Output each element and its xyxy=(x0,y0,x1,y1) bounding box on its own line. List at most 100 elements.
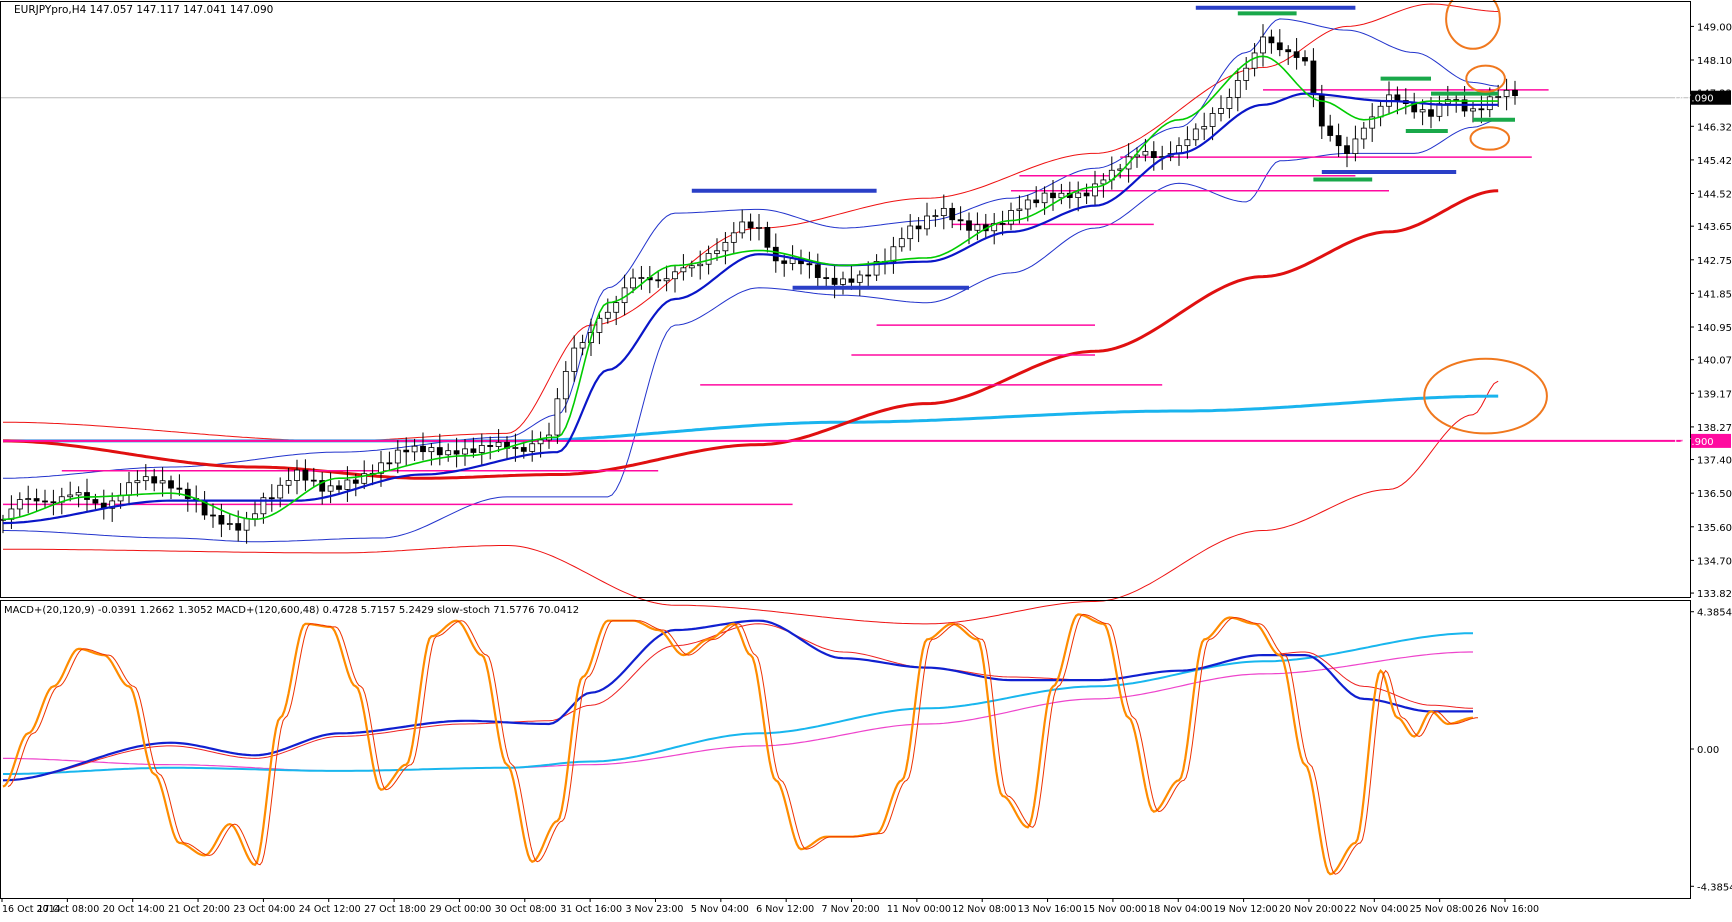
slow-stoch-signal-line xyxy=(7,613,1479,875)
candle-body xyxy=(907,225,914,240)
candle-body xyxy=(529,443,536,452)
candle-body xyxy=(966,220,972,231)
candle-body xyxy=(1083,192,1090,197)
price-tick-label: 141.850 xyxy=(1697,289,1732,300)
candle-body xyxy=(134,480,141,484)
price-tick-label: 133.825 xyxy=(1697,589,1732,600)
candle-body xyxy=(1209,113,1216,127)
candle-body xyxy=(949,207,956,221)
candle-body xyxy=(495,441,502,447)
candle-body xyxy=(159,480,166,484)
candle-body xyxy=(310,479,317,482)
candle-body xyxy=(856,274,863,283)
slow-stoch-main-line xyxy=(2,613,1474,876)
candle-body xyxy=(235,523,242,531)
main-pane-frame xyxy=(0,1,1691,598)
candle-body xyxy=(1428,109,1434,117)
envelope-lower-line xyxy=(3,380,1499,625)
ma-long-red-line xyxy=(3,189,1499,480)
candle-body xyxy=(319,480,326,492)
candle-body xyxy=(1318,94,1325,127)
candle-body xyxy=(714,250,720,254)
candle-body xyxy=(730,232,737,243)
candle-body xyxy=(386,462,393,465)
candle-body xyxy=(168,480,174,489)
candle-body xyxy=(243,518,250,531)
candle-body xyxy=(1293,51,1300,58)
price-tick-label: 140.950 xyxy=(1697,323,1732,334)
candle-body xyxy=(1302,57,1308,62)
indicator-tick-label: 4.3854 xyxy=(1697,608,1732,619)
price-tick-label: 136.500 xyxy=(1697,489,1732,500)
candle-body xyxy=(1226,97,1233,109)
time-tick-label: 30 Oct 08:00 xyxy=(495,904,557,915)
candle-body xyxy=(42,500,48,503)
time-tick-label: 20 Nov 20:00 xyxy=(1279,904,1343,915)
candle-body xyxy=(218,515,225,525)
candle-body xyxy=(436,447,443,456)
candle-body xyxy=(184,488,191,499)
candle-body xyxy=(268,497,275,500)
candle-body xyxy=(176,487,183,490)
price-tick-label: 142.750 xyxy=(1697,256,1732,267)
level-price-box xyxy=(1691,433,1731,448)
candle-body xyxy=(109,500,116,509)
candle-body xyxy=(924,215,930,230)
candle-body xyxy=(1050,192,1056,199)
time-tick-label: 12 Nov 08:00 xyxy=(952,904,1016,915)
candle-body xyxy=(1075,192,1082,198)
candle-body xyxy=(604,311,611,319)
candle-body xyxy=(1218,108,1224,114)
price-tick-label: 137.400 xyxy=(1697,456,1732,467)
candle-body xyxy=(1033,199,1040,204)
candle-body xyxy=(831,277,838,285)
candle-body xyxy=(302,469,309,481)
time-tick-label: 11 Nov 00:00 xyxy=(887,904,951,915)
current-price-label: 147.090 xyxy=(1672,94,1713,105)
candle-body xyxy=(1486,96,1493,111)
candle-body xyxy=(92,499,99,504)
price-tick-label: 144.525 xyxy=(1697,190,1732,201)
candle-body xyxy=(865,274,872,277)
chart-title: EURJPYpro,H4 147.057 147.117 147.041 147… xyxy=(14,4,273,16)
macd-fast-blue-line xyxy=(2,619,1473,782)
candle-body xyxy=(277,484,284,499)
candle-body xyxy=(562,371,569,400)
candle-body xyxy=(126,482,132,496)
candle-body xyxy=(445,450,452,456)
time-tick-label: 16 Oct 2014 xyxy=(2,904,61,915)
price-tick-label: 145.425 xyxy=(1697,156,1732,167)
candle-body xyxy=(697,263,704,267)
candle-body xyxy=(327,485,334,492)
candle-body xyxy=(1276,42,1283,51)
candle-body xyxy=(252,513,258,520)
candle-body xyxy=(67,494,74,498)
time-tick-label: 19 Nov 12:00 xyxy=(1214,904,1278,915)
candle-body xyxy=(1419,109,1426,113)
candle-body xyxy=(932,215,939,218)
price-tick-label: 146.325 xyxy=(1697,122,1732,133)
time-tick-label: 31 Oct 16:00 xyxy=(560,904,622,915)
candle-body xyxy=(1470,108,1476,112)
time-tick-label: 26 Nov 16:00 xyxy=(1475,904,1539,915)
candle-body xyxy=(1201,126,1208,130)
candle-body xyxy=(579,342,586,349)
candle-body xyxy=(1369,116,1376,129)
candle-body xyxy=(1268,36,1275,44)
candle-body xyxy=(462,448,468,455)
candle-body xyxy=(781,260,788,264)
candle-body xyxy=(142,476,149,482)
candle-body xyxy=(1142,151,1149,156)
bollinger-lower-line xyxy=(3,119,1499,543)
candle-body xyxy=(722,241,729,252)
candle-body xyxy=(16,499,23,510)
candle-body xyxy=(260,497,267,515)
candle-body xyxy=(940,207,947,217)
price-tick-label: 135.600 xyxy=(1697,523,1732,534)
candle-body xyxy=(1024,199,1031,210)
candle-body xyxy=(50,501,57,504)
indicator-title: MACD+(20,120,9) -0.0391 1.2662 1.3052 MA… xyxy=(4,605,579,616)
candle-body xyxy=(361,473,368,484)
